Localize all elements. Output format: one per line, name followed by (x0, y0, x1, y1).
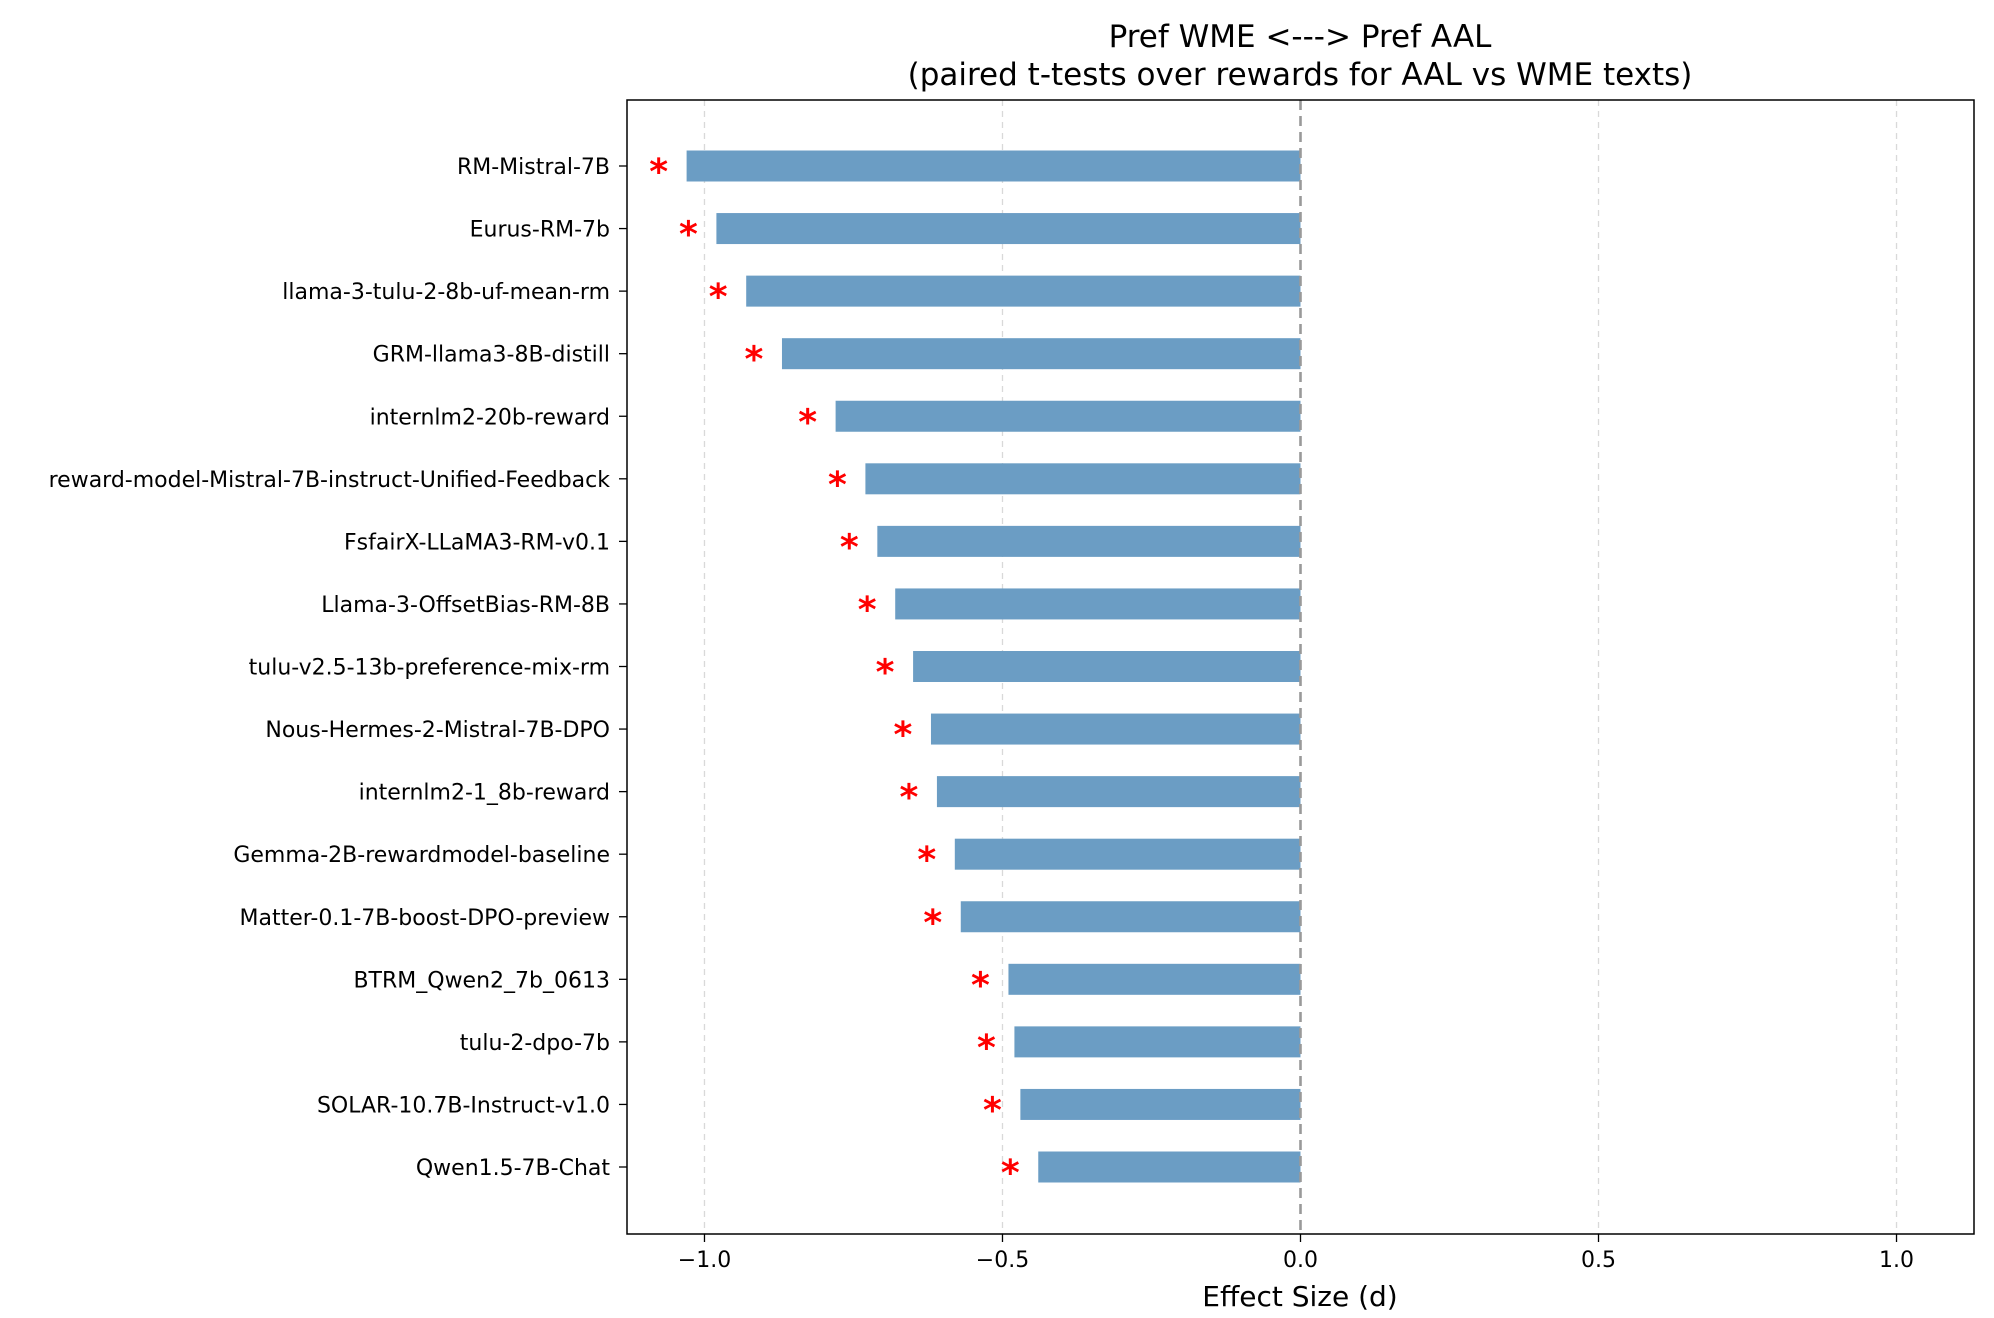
bar (1020, 1088, 1301, 1120)
x-tick-label: 0.0 (1283, 1248, 1318, 1273)
significance-marker: * (828, 465, 847, 506)
bar (781, 338, 1301, 370)
significance-marker: * (894, 715, 913, 756)
y-axis-ticks: RM-Mistral-7B Eurus-RM-7b llama-3-tulu-2-8… (49, 155, 627, 1181)
y-tick-label: Llama-3-OffsetBias-RM-8B (321, 593, 610, 618)
significance-marker: * (858, 590, 877, 631)
bars (686, 150, 1301, 1183)
bar (746, 275, 1301, 307)
significance-marker: * (1001, 1153, 1020, 1194)
y-tick-label: llama-3-tulu-2-8b-uf-mean-rm (282, 280, 610, 305)
bar (1008, 963, 1301, 995)
bar (877, 525, 1301, 557)
bar (936, 776, 1301, 808)
y-tick-label: Nous-Hermes-2-Mistral-7B-DPO (265, 718, 610, 743)
y-tick-label: tulu-v2.5-13b-preference-mix-rm (249, 656, 610, 681)
significance-marker: * (983, 1090, 1002, 1131)
x-tick-label: −0.5 (976, 1248, 1029, 1273)
x-axis-ticks: −1.0 −0.5 0.0 0.5 1.0 (678, 1234, 1914, 1273)
significance-marker: * (840, 527, 859, 568)
significance-marker: * (900, 778, 919, 819)
y-tick-label: RM-Mistral-7B (457, 155, 610, 180)
y-tick-label: internlm2-1_8b-reward (359, 781, 610, 806)
x-tick-label: 1.0 (1879, 1248, 1914, 1273)
y-tick-label: BTRM_Qwen2_7b_0613 (353, 968, 610, 993)
y-tick-label: GRM-llama3-8B-distill (373, 343, 610, 368)
chart-subtitle: (paired t-tests over rewards for AAL vs … (908, 57, 1693, 93)
y-tick-label: tulu-2-dpo-7b (460, 1031, 610, 1056)
y-tick-label: SOLAR-10.7B-Instruct-v1.0 (317, 1093, 610, 1118)
bar (865, 463, 1301, 495)
y-tick-label: Matter-0.1-7B-boost-DPO-preview (240, 906, 611, 931)
y-tick-label: reward-model-Mistral-7B-instruct-Unified… (49, 468, 611, 493)
significance-marker: * (745, 340, 764, 381)
bar (716, 213, 1301, 245)
significance-marker: * (709, 277, 728, 318)
significance-marker: * (977, 1028, 996, 1069)
y-tick-label: Eurus-RM-7b (470, 218, 610, 243)
significance-marker: * (923, 903, 942, 944)
significance-marker: * (917, 840, 936, 881)
y-tick-label: Qwen1.5-7B-Chat (416, 1156, 611, 1181)
bar (1038, 1151, 1301, 1183)
significance-marker: * (971, 965, 990, 1006)
y-tick-label: internlm2-20b-reward (370, 405, 610, 430)
significance-marker: * (679, 215, 698, 256)
x-tick-label: −1.0 (678, 1248, 731, 1273)
bar (960, 901, 1301, 933)
y-tick-label: Gemma-2B-rewardmodel-baseline (233, 843, 610, 868)
bar (930, 713, 1301, 745)
significance-markers: * * * * * * * * * * * * * * * * * (649, 152, 1020, 1194)
x-tick-label: 0.5 (1581, 1248, 1616, 1273)
bar (835, 400, 1301, 432)
bar (1014, 1026, 1301, 1058)
bar (913, 651, 1301, 682)
chart-title: Pref WME <---> Pref AAL (1109, 19, 1493, 55)
bar (686, 150, 1301, 182)
significance-marker: * (798, 402, 817, 443)
bar (954, 838, 1301, 870)
significance-marker: * (876, 653, 895, 694)
y-tick-label: FsfairX-LLaMA3-RM-v0.1 (344, 530, 610, 555)
significance-marker: * (649, 152, 668, 193)
bar (895, 588, 1301, 620)
x-axis-label: Effect Size (d) (1202, 1280, 1397, 1313)
